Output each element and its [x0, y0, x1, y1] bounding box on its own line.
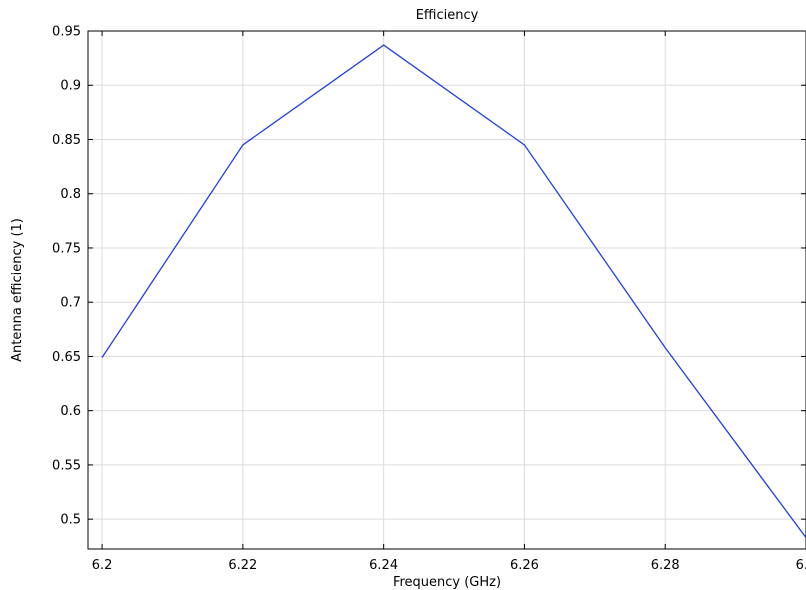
plot-frame: [87, 30, 806, 550]
y-tick-label: 0.9: [60, 79, 81, 94]
axis-ticks: 6.2 6.22 6.24 6.26 6.28 6.3 0.5 0.55 0.6 0.65 0.7 0…: [52, 25, 806, 573]
chart-title: Efficiency: [416, 8, 479, 23]
x-tick-label: 6.26: [510, 558, 539, 573]
y-tick-label: 0.6: [60, 404, 81, 419]
series-line-0: [101, 44, 806, 538]
x-tick-label: 6.22: [228, 558, 257, 573]
y-tick-label: 0.8: [60, 187, 81, 202]
x-tick-label: 6.28: [651, 558, 680, 573]
y-tick-label: 0.65: [52, 350, 81, 365]
y-tick-label: 0.75: [52, 241, 81, 256]
y-tick-label: 0.5: [60, 513, 81, 528]
x-tick-label: 6.2: [92, 558, 113, 573]
y-tick-label: 0.85: [52, 133, 81, 148]
x-axis-title: Frequency (GHz): [393, 575, 501, 590]
series-group: [101, 44, 806, 538]
x-tick-label: 6.3: [796, 558, 806, 573]
y-tick-label: 0.7: [60, 296, 81, 311]
y-axis-title: Antenna efficiency (1): [10, 218, 25, 362]
grid: [88, 30, 806, 549]
y-tick-label: 0.55: [52, 458, 81, 473]
x-tick-label: 6.24: [369, 558, 398, 573]
y-tick-label: 0.95: [52, 25, 81, 40]
